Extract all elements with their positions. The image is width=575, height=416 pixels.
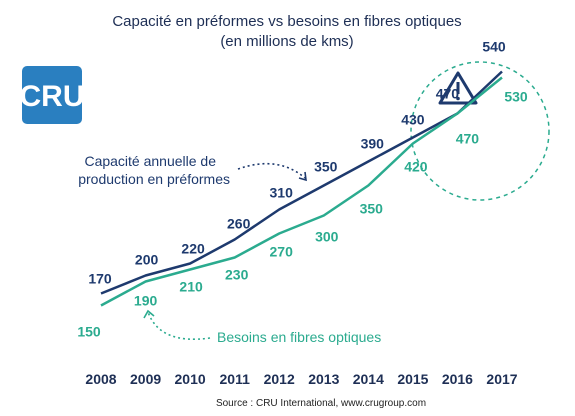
capacity-annotation-arrow — [237, 162, 306, 179]
source-note: Source : CRU International, www.crugroup… — [216, 398, 426, 409]
chart-title: Capacité en préformes vs besoins en fibr… — [112, 13, 461, 30]
logo-text: CRU — [20, 80, 85, 113]
logo-background — [22, 66, 82, 124]
needs-annotation-arrow — [147, 311, 211, 340]
capacity-arrow-head — [298, 171, 307, 182]
data-label-s1-2013: 350 — [314, 159, 338, 175]
data-label-s2-2009: 190 — [134, 293, 158, 309]
data-label-s1-2016: 470 — [436, 86, 460, 102]
x-tick-2017: 2017 — [486, 371, 517, 387]
data-label-s1-2017: 540 — [482, 39, 506, 55]
data-label-s1-2015: 430 — [401, 112, 425, 128]
chart-subtitle: (en millions de kms) — [220, 33, 353, 50]
capacity-annotation-line1: Capacité annuelle de — [84, 153, 216, 169]
x-tick-2010: 2010 — [175, 371, 206, 387]
data-label-s1-2010: 220 — [181, 241, 205, 257]
capacity-annotation-line2: production en préformes — [78, 171, 230, 187]
data-label-s2-2016: 470 — [456, 131, 480, 147]
x-tick-2013: 2013 — [308, 371, 339, 387]
x-tick-2011: 2011 — [220, 371, 251, 387]
highlight-circle — [410, 61, 550, 201]
x-tick-2012: 2012 — [264, 371, 295, 387]
x-tick-2009: 2009 — [130, 371, 161, 387]
data-label-s2-2008: 150 — [77, 324, 101, 340]
data-label-s2-2012: 270 — [270, 244, 294, 260]
series-line-1 — [100, 70, 503, 295]
warning-triangle-icon — [438, 71, 478, 105]
data-label-s2-2017: 530 — [504, 89, 528, 105]
x-tick-2008: 2008 — [85, 371, 116, 387]
data-label-s1-2009: 200 — [135, 252, 159, 268]
data-label-s1-2012: 310 — [270, 185, 294, 201]
x-axis-ticks: 2008 2009 2010 2011 2012 2013 2014 2015 2016 2017 — [85, 371, 517, 387]
x-tick-2015: 2015 — [397, 371, 428, 387]
data-label-s2-2011: 230 — [225, 267, 249, 283]
x-tick-2016: 2016 — [442, 371, 473, 387]
data-label-s1-2014: 390 — [361, 136, 385, 152]
needs-annotation: Besoins en fibres optiques — [217, 329, 381, 345]
series-line-2 — [100, 76, 503, 307]
data-label-s2-2014: 350 — [360, 201, 384, 217]
data-label-s1-2008: 170 — [88, 271, 112, 287]
data-label-s1-2011: 260 — [227, 216, 251, 232]
data-label-s2-2013: 300 — [315, 229, 339, 245]
needs-arrow-head — [143, 309, 155, 319]
cru-logo: CRU — [20, 66, 85, 124]
data-label-s2-2015: 420 — [404, 159, 428, 175]
data-label-s2-2010: 210 — [179, 279, 203, 295]
series-layer — [100, 70, 503, 307]
data-labels: 170 200 220 260 310 350 390 430 470 540 150 190 210 2… — [77, 39, 528, 340]
x-tick-2014: 2014 — [353, 371, 384, 387]
